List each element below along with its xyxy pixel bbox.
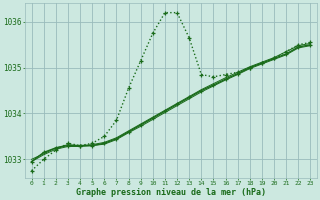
X-axis label: Graphe pression niveau de la mer (hPa): Graphe pression niveau de la mer (hPa)	[76, 188, 266, 197]
